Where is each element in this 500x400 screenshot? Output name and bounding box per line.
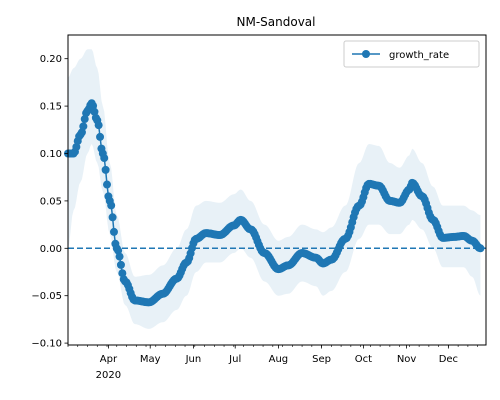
legend-label: growth_rate [389, 50, 449, 61]
series-layer [64, 99, 485, 307]
x-tick-label: Oct [355, 354, 372, 365]
plot-frame [67, 34, 487, 346]
x-tick-label: Jun [185, 354, 202, 365]
data-point [101, 165, 110, 174]
y-tick-label: 0.00 [40, 244, 62, 255]
data-point [96, 132, 105, 141]
legend: growth_rate [343, 40, 480, 68]
x-tick-sublabel: 2020 [96, 370, 121, 381]
data-point [107, 201, 116, 210]
data-point [100, 154, 109, 163]
data-point [118, 269, 127, 278]
x-tick-label: Dec [439, 354, 458, 365]
data-point [115, 252, 124, 261]
y-tick-label: 0.15 [40, 102, 62, 113]
data-point [79, 122, 88, 131]
legend-box [343, 40, 480, 68]
y-tick-label: 0.05 [40, 196, 62, 207]
data-point [109, 227, 118, 236]
data-point [476, 244, 485, 253]
y-tick-label: 0.10 [40, 149, 62, 160]
axes-layer: 0.20 0.15 0.10 0.05 0.00 −0.05 −0.10 Apr 2020 May… [31, 34, 487, 381]
data-point [90, 107, 99, 116]
x-tick-label: Sep [312, 354, 331, 365]
data-point [103, 180, 112, 189]
data-point [108, 213, 117, 222]
y-tick-label: 0.20 [40, 54, 62, 65]
x-tick-label: May [140, 354, 161, 365]
legend-marker-swatch [362, 50, 370, 58]
data-point [94, 121, 103, 130]
x-tick-label: Aug [269, 354, 289, 365]
chart-title: NM-Sandoval [237, 15, 316, 29]
x-tick-label: Nov [397, 354, 417, 365]
data-point [114, 246, 123, 255]
data-point [116, 260, 125, 269]
x-tick-label: Apr [100, 354, 118, 365]
y-tick-label: −0.10 [31, 339, 62, 350]
data-point [89, 101, 98, 110]
confidence-band-layer [68, 49, 481, 329]
confidence-band [68, 49, 481, 329]
y-tick-label: −0.05 [31, 291, 62, 302]
x-tick-label: Jul [228, 354, 241, 365]
